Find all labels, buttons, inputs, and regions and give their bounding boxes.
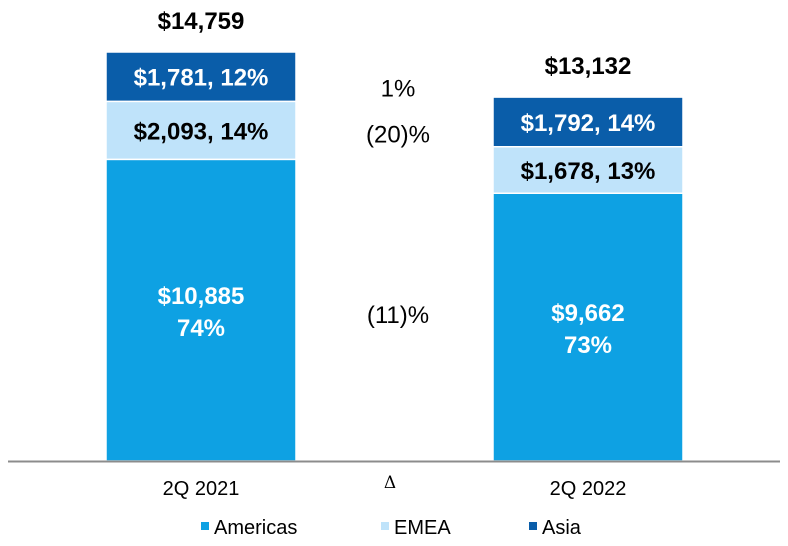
x-tick-label-0: 2Q 2021 — [163, 478, 240, 500]
total-label-0: $14,759 — [158, 8, 245, 35]
x-tick-layer: 2Q 2021 2Q 2022 — [163, 478, 627, 500]
legend-swatch-asia — [529, 522, 537, 530]
delta-label-americas: (11)% — [367, 302, 429, 329]
legend-label-asia: Asia — [542, 517, 582, 539]
bar-segment-americas-0 — [105, 158, 297, 462]
x-tick-label-1: 2Q 2022 — [550, 478, 627, 500]
data-label-pct-americas-0: 74% — [177, 315, 225, 342]
legend: Americas EMEA Asia — [201, 517, 582, 539]
legend-swatch-emea — [381, 522, 389, 530]
legend-label-americas: Americas — [214, 517, 297, 539]
bar-segment-emea-1 — [492, 145, 684, 194]
total-label-1: $13,132 — [545, 53, 632, 80]
bar-segment-americas-1 — [492, 192, 684, 462]
data-label-pct-americas-1: 73% — [564, 332, 612, 359]
data-label-asia-0: $1,781, 12% — [134, 65, 269, 92]
delta-labels: 1% (20)% (11)% — [366, 76, 430, 330]
bar-segment-asia-1 — [492, 96, 684, 148]
delta-header: Δ — [384, 473, 396, 493]
data-label-value-americas-0: $10,885 — [158, 283, 245, 310]
legend-swatch-americas — [201, 522, 209, 530]
legend-label-emea: EMEA — [394, 517, 451, 539]
delta-label-asia: 1% — [381, 76, 416, 103]
data-label-emea-0: $2,093, 14% — [134, 118, 269, 145]
data-label-value-americas-1: $9,662 — [551, 300, 624, 327]
data-label-asia-1: $1,792, 14% — [521, 110, 656, 137]
data-label-emea-1: $1,678, 13% — [521, 158, 656, 185]
labels-layer: $10,885 74% $2,093, 14% $1,781, 12% $14,759 $… — [134, 8, 656, 359]
bar-segment-asia-0 — [105, 51, 297, 103]
bars-layer — [105, 51, 684, 462]
delta-label-emea: (20)% — [366, 121, 430, 148]
bar-segment-emea-0 — [105, 100, 297, 161]
